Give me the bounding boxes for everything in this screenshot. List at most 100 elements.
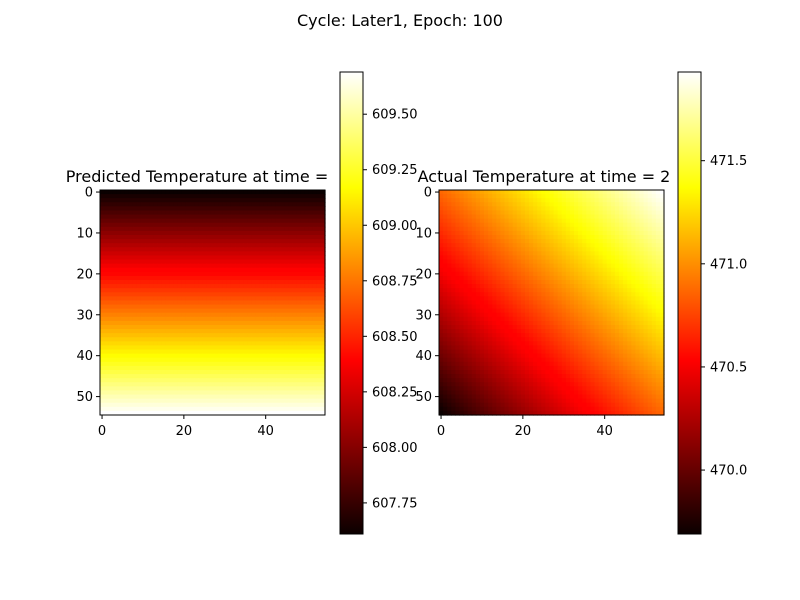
y-tick-label: 40 [76,349,93,364]
heatmap-cell [202,329,207,334]
heatmap-cell [157,308,162,314]
heatmap-cell [112,275,117,281]
heatmap-cell [181,341,187,347]
heatmap-cell [484,325,489,330]
heatmap-cell [496,316,501,322]
heatmap-cell [230,275,236,281]
heatmap-cell [655,329,661,334]
heatmap-cell [280,288,285,293]
heatmap-cell [222,263,228,269]
heatmap-cell [553,194,559,199]
heatmap-cell [275,370,281,375]
heatmap-cell [443,226,448,232]
heatmap-cell [578,214,583,220]
heatmap-cell [520,304,526,310]
heatmap-cell [194,378,199,383]
heatmap-cell [561,214,567,220]
heatmap-cell [569,275,575,281]
heatmap-cell [239,329,244,334]
heatmap-cell [243,235,248,240]
heatmap-cell [565,316,571,322]
heatmap-cell [296,304,302,310]
heatmap-cell [190,296,195,302]
heatmap-cell [533,214,538,220]
heatmap-cell [627,235,632,240]
heatmap-cell [145,406,150,412]
heatmap-cell [631,243,636,248]
heatmap-cell [553,263,559,269]
heatmap-cell [304,271,310,277]
heatmap-cell [214,255,220,261]
heatmap-cell [561,267,567,273]
heatmap-cell [574,255,579,261]
heatmap-cell [520,198,526,203]
heatmap-cell [471,300,477,306]
heatmap-cell [537,239,542,244]
heatmap-cell [185,394,191,400]
heatmap-cell [484,288,489,293]
heatmap-cell [226,374,232,379]
heatmap-cell [614,316,620,322]
heatmap-cell [218,239,224,244]
heatmap-cell [594,251,600,257]
heatmap-cell [112,239,117,244]
heatmap-cell [214,206,220,212]
heatmap-cell [651,271,657,277]
heatmap-cell [235,394,240,400]
heatmap-cell [516,202,522,207]
heatmap-cell [623,230,628,236]
heatmap-cell [512,325,518,330]
heatmap-cell [569,210,575,216]
predicted-panel: Predicted Temperature at time = 0 20 40 01… [66,167,328,439]
heatmap-cell [439,271,444,277]
heatmap-cell [230,198,236,203]
heatmap-cell [565,312,571,318]
heatmap-cell [533,320,538,326]
heatmap-cell [226,292,232,297]
heatmap-cell [496,288,501,293]
heatmap-cell [459,202,465,207]
heatmap-cell [475,210,481,216]
heatmap-cell [312,255,318,261]
heatmap-cell [459,325,465,330]
heatmap-cell [173,259,179,265]
heatmap-cell [504,222,510,228]
heatmap-cell [496,255,501,261]
heatmap-cell [614,312,620,318]
heatmap-cell [185,304,191,310]
heatmap-cell [226,190,232,195]
heatmap-cell [439,214,444,220]
heatmap-cell [263,312,269,318]
heatmap-cell [508,316,514,322]
heatmap-cell [594,308,600,314]
heatmap-cell [500,308,506,314]
heatmap-cell [267,361,273,367]
heatmap-cell [263,194,269,199]
heatmap-cell [185,218,191,224]
heatmap-cell [475,288,481,293]
heatmap-cell [443,316,448,322]
heatmap-cell [259,402,265,408]
heatmap-cell [447,194,452,199]
heatmap-cell [288,255,293,261]
heatmap-cell [623,312,628,318]
heatmap-cell [128,239,134,244]
heatmap-cell [165,300,171,306]
heatmap-cell [104,202,109,207]
heatmap-cell [230,243,236,248]
heatmap-cell [271,402,277,408]
heatmap-cell [639,300,645,306]
heatmap-cell [288,341,293,347]
heatmap-cell [639,259,645,265]
heatmap-cell [104,194,109,199]
heatmap-cell [136,378,142,383]
heatmap-cell [222,239,228,244]
heatmap-cell [647,284,653,289]
heatmap-cell [300,267,306,273]
heatmap-cell [316,218,322,224]
heatmap-cell [524,271,530,277]
heatmap-cell [500,284,506,289]
heatmap-cell [635,275,641,281]
heatmap-cell [284,288,289,293]
heatmap-cell [145,378,150,383]
